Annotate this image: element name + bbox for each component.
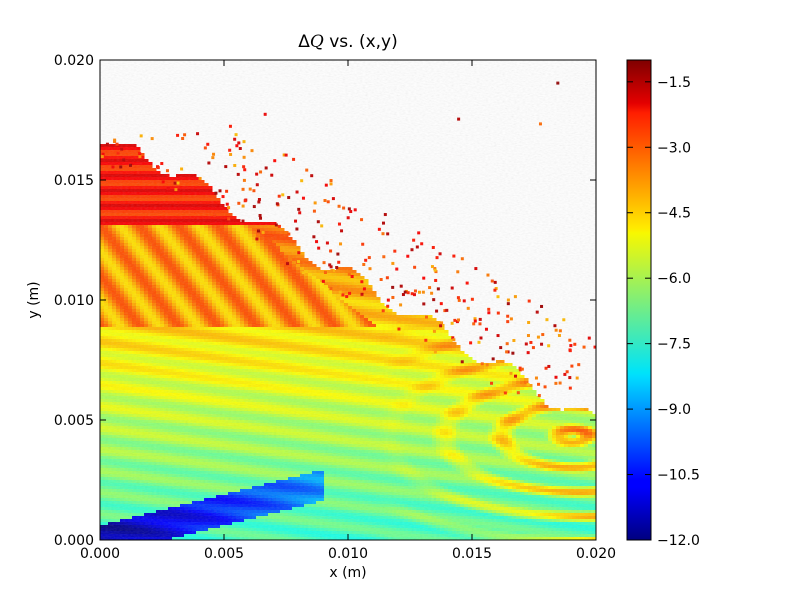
y-tick-label: 0.020 [54, 53, 94, 69]
y-tick-label: 0.010 [54, 293, 94, 309]
colorbar-tick-label: −3.0 [657, 140, 691, 156]
colorbar-tick-label: −4.5 [657, 206, 691, 222]
heatmap-area [100, 60, 596, 540]
y-tick-label: 0.000 [54, 533, 94, 549]
x-tick-label: 0.010 [328, 546, 368, 562]
y-tick-label: 0.005 [54, 413, 94, 429]
colorbar-tick-label: −1.5 [657, 75, 691, 91]
x-axis-label: x (m) [329, 565, 366, 581]
colorbar-tick-label: −10.5 [657, 468, 700, 484]
y-axis-label: y (m) [26, 281, 42, 318]
x-axis: 0.000 0.005 0.010 0.015 0.020 [80, 60, 616, 562]
y-tick-label: 0.015 [54, 173, 94, 189]
colorbar-tick-label: −6.0 [657, 271, 691, 287]
colorbar-tick-label: −9.0 [657, 402, 691, 418]
colorbar [627, 60, 651, 540]
colorbar-tick-label: −7.5 [657, 337, 691, 353]
x-tick-label: 0.000 [80, 546, 120, 562]
y-axis: 0.000 0.005 0.010 0.015 0.020 [54, 53, 596, 549]
x-tick-label: 0.005 [204, 546, 244, 562]
x-tick-label: 0.015 [452, 546, 492, 562]
colorbar-axis: −1.5 −3.0 −4.5 −6.0 −7.5 −9.0 −10.5 −12.0 [627, 75, 700, 549]
x-tick-label: 0.020 [576, 546, 616, 562]
colorbar-tick-label: −12.0 [657, 533, 700, 549]
chart-title: ΔQ vs. (x,y) [298, 32, 398, 52]
colorbar-frame [626, 59, 652, 541]
